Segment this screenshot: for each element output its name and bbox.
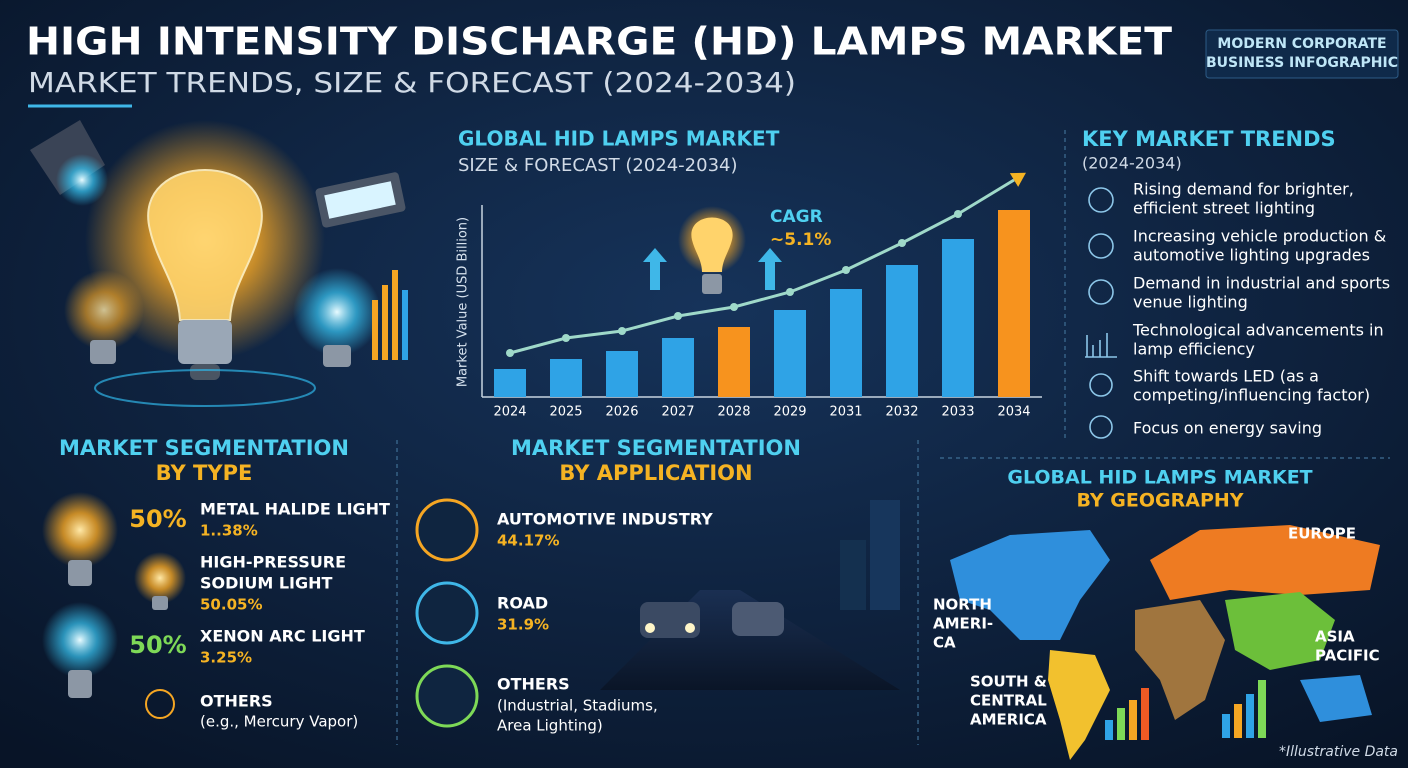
bar [662, 338, 694, 397]
subtitle: MARKET TRENDS, SIZE & FORECAST (2024-203… [28, 66, 796, 99]
trend-text: Demand in industrial and sports [1133, 274, 1390, 293]
x-tick-label: 2026 [605, 405, 638, 420]
title: HIGH INTENSITY DISCHARGE (HD) LAMPS MARK… [26, 20, 1172, 64]
x-tick-label: 2025 [549, 405, 582, 420]
chart-subtitle: SIZE & FORECAST (2024-2034) [458, 155, 738, 176]
trend-point [954, 210, 962, 218]
trend-point [562, 334, 570, 342]
trend-point [618, 327, 626, 335]
region-label: ASIA [1315, 628, 1355, 646]
region-label: AMERI- [933, 615, 993, 633]
trend-point [674, 312, 682, 320]
trend-text: Increasing vehicle production & [1133, 227, 1386, 246]
application-value: 31.9% [497, 616, 549, 634]
type-share: 50% [129, 631, 186, 659]
trend-text: Technological advancements in [1132, 321, 1384, 340]
application-name: AUTOMOTIVE INDUSTRY [497, 510, 713, 529]
bar [998, 210, 1030, 397]
region-label: EUROPE [1288, 525, 1356, 543]
trend-text: Rising demand for brighter, [1133, 180, 1354, 199]
x-tick-label: 2031 [829, 405, 862, 420]
section-title: BY TYPE [156, 461, 253, 485]
bulb-illustration [30, 120, 408, 407]
type-note: (e.g., Mercury Vapor) [200, 713, 358, 731]
type-name: XENON ARC LIGHT [200, 627, 365, 646]
application-note: (Industrial, Stadiums, [497, 697, 658, 715]
application-name: OTHERS [497, 675, 570, 694]
trend-text: automotive lighting upgrades [1133, 246, 1370, 265]
type-icons [42, 492, 186, 719]
region-label: AMERICA [970, 711, 1047, 729]
badge-text: BUSINESS INFOGRAPHIC [1206, 55, 1398, 71]
cagr-icon [643, 206, 782, 294]
world-map [950, 525, 1380, 760]
trend-text: efficient street lighting [1133, 199, 1315, 218]
bar [942, 239, 974, 397]
trend-icons [1085, 187, 1117, 439]
trend-text: competing/influencing factor) [1133, 386, 1370, 405]
trend-text: Focus on energy saving [1133, 419, 1322, 438]
badge-box [1205, 29, 1399, 79]
application-note: Area Lighting) [497, 717, 603, 735]
x-tick-label: 2029 [773, 405, 806, 420]
bar [886, 265, 918, 397]
cagr-label: CAGR [770, 207, 823, 227]
region-label: NORTH [933, 596, 992, 614]
badge-text: MODERN CORPORATE [1217, 36, 1386, 52]
trend-point [842, 266, 850, 274]
x-tick-label: 2028 [717, 405, 750, 420]
type-name: HIGH-PRESSURE [200, 553, 346, 572]
bar [718, 327, 750, 397]
type-name: SODIUM LIGHT [200, 574, 333, 593]
trend-point [506, 349, 514, 357]
x-tick-label: 2027 [661, 405, 694, 420]
application-icons [415, 498, 900, 728]
footnote: *Illustrative Data [1279, 744, 1398, 760]
type-name: METAL HALIDE LIGHT [200, 500, 390, 519]
region-label: CA [933, 634, 956, 652]
section-title: BY GEOGRAPHY [1076, 490, 1243, 512]
bar [774, 310, 806, 397]
type-value: 3.25% [200, 649, 252, 667]
section-title: BY APPLICATION [559, 461, 752, 485]
bar [830, 289, 862, 397]
bar [606, 351, 638, 397]
trend-line [509, 178, 1015, 355]
x-tick-label: 2024 [493, 405, 526, 420]
trend-arrowhead [1009, 172, 1026, 187]
type-name: OTHERS [200, 692, 273, 711]
trends-title: KEY MARKET TRENDS [1082, 127, 1336, 151]
type-value: 1..38% [200, 522, 258, 540]
section-title: MARKET SEGMENTATION [511, 436, 801, 460]
x-tick-label: 2033 [941, 405, 974, 420]
trend-text: Shift towards LED (as a [1133, 367, 1319, 386]
trend-text: lamp efficiency [1133, 340, 1255, 359]
y-axis-label: Market Value (USD Billion) [456, 217, 471, 387]
x-tick-label: 2034 [997, 405, 1030, 420]
type-share: 50% [129, 505, 186, 533]
chart-title: GLOBAL HID LAMPS MARKET [458, 127, 780, 151]
type-value: 50.05% [200, 596, 262, 614]
trend-point [786, 288, 794, 296]
region-label: CENTRAL [970, 692, 1047, 710]
application-name: ROAD [497, 594, 548, 613]
region-label: PACIFIC [1315, 647, 1380, 665]
region-label: SOUTH & [970, 673, 1047, 691]
trends-subtitle: (2024-2034) [1082, 154, 1182, 173]
trend-text: venue lighting [1133, 293, 1248, 312]
cagr-value: ~5.1% [770, 230, 831, 250]
bar [550, 359, 582, 397]
trend-point [730, 303, 738, 311]
bar [494, 369, 526, 397]
section-title: GLOBAL HID LAMPS MARKET [1007, 467, 1312, 489]
application-value: 44.17% [497, 532, 559, 550]
x-tick-label: 2032 [885, 405, 918, 420]
section-title: MARKET SEGMENTATION [59, 436, 349, 460]
trend-point [898, 239, 906, 247]
